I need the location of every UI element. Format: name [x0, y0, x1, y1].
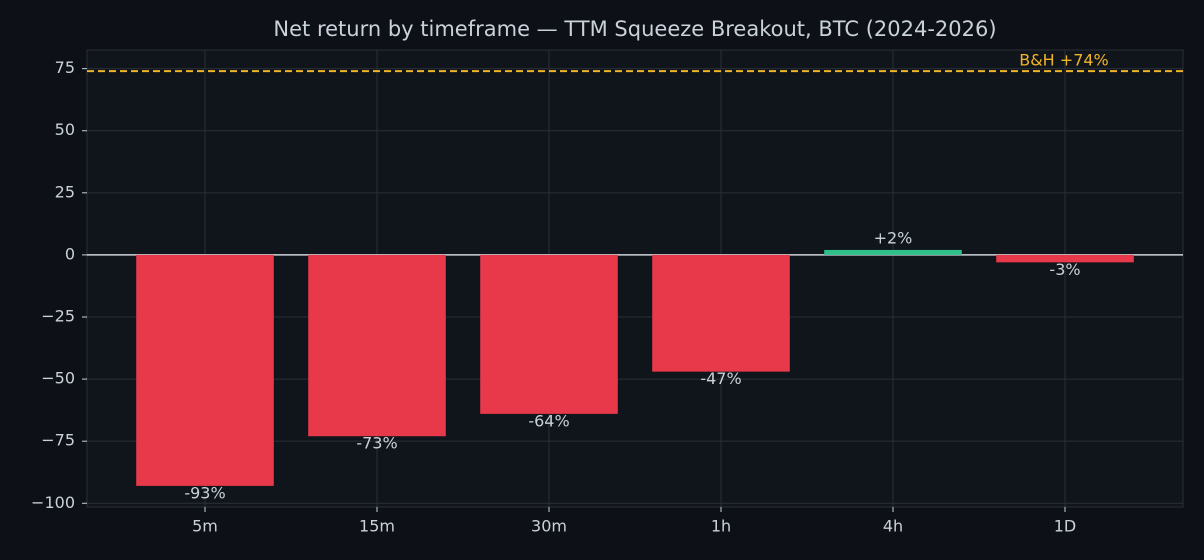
x-tick-label: 1D — [1054, 517, 1077, 536]
value-label: -47% — [700, 369, 741, 388]
y-tick-label: 0 — [65, 244, 75, 263]
bar — [652, 254, 790, 372]
y-tick-label: −100 — [31, 493, 75, 512]
value-label: -64% — [528, 411, 569, 430]
value-label: -73% — [356, 434, 397, 453]
value-label: -3% — [1049, 260, 1080, 279]
y-tick-label: −75 — [41, 431, 75, 450]
chart-title: Net return by timeframe — TTM Squeeze Br… — [273, 17, 996, 41]
x-tick-label: 1h — [711, 517, 731, 536]
value-label: +2% — [874, 228, 913, 247]
bar — [308, 254, 446, 437]
x-tick-label: 30m — [531, 517, 567, 536]
value-label: -93% — [184, 483, 225, 502]
bar — [824, 249, 962, 255]
bar — [136, 254, 274, 486]
bar — [480, 254, 618, 414]
reference-label: B&H +74% — [1019, 51, 1109, 70]
y-tick-label: 25 — [55, 182, 75, 201]
y-tick-label: 75 — [55, 58, 75, 77]
y-tick-label: −50 — [41, 369, 75, 388]
x-tick-label: 4h — [883, 517, 903, 536]
y-tick-label: 50 — [55, 120, 75, 139]
y-tick-label: −25 — [41, 306, 75, 325]
x-tick-label: 15m — [359, 517, 395, 536]
x-tick-label: 5m — [192, 517, 218, 536]
bar — [996, 254, 1134, 263]
